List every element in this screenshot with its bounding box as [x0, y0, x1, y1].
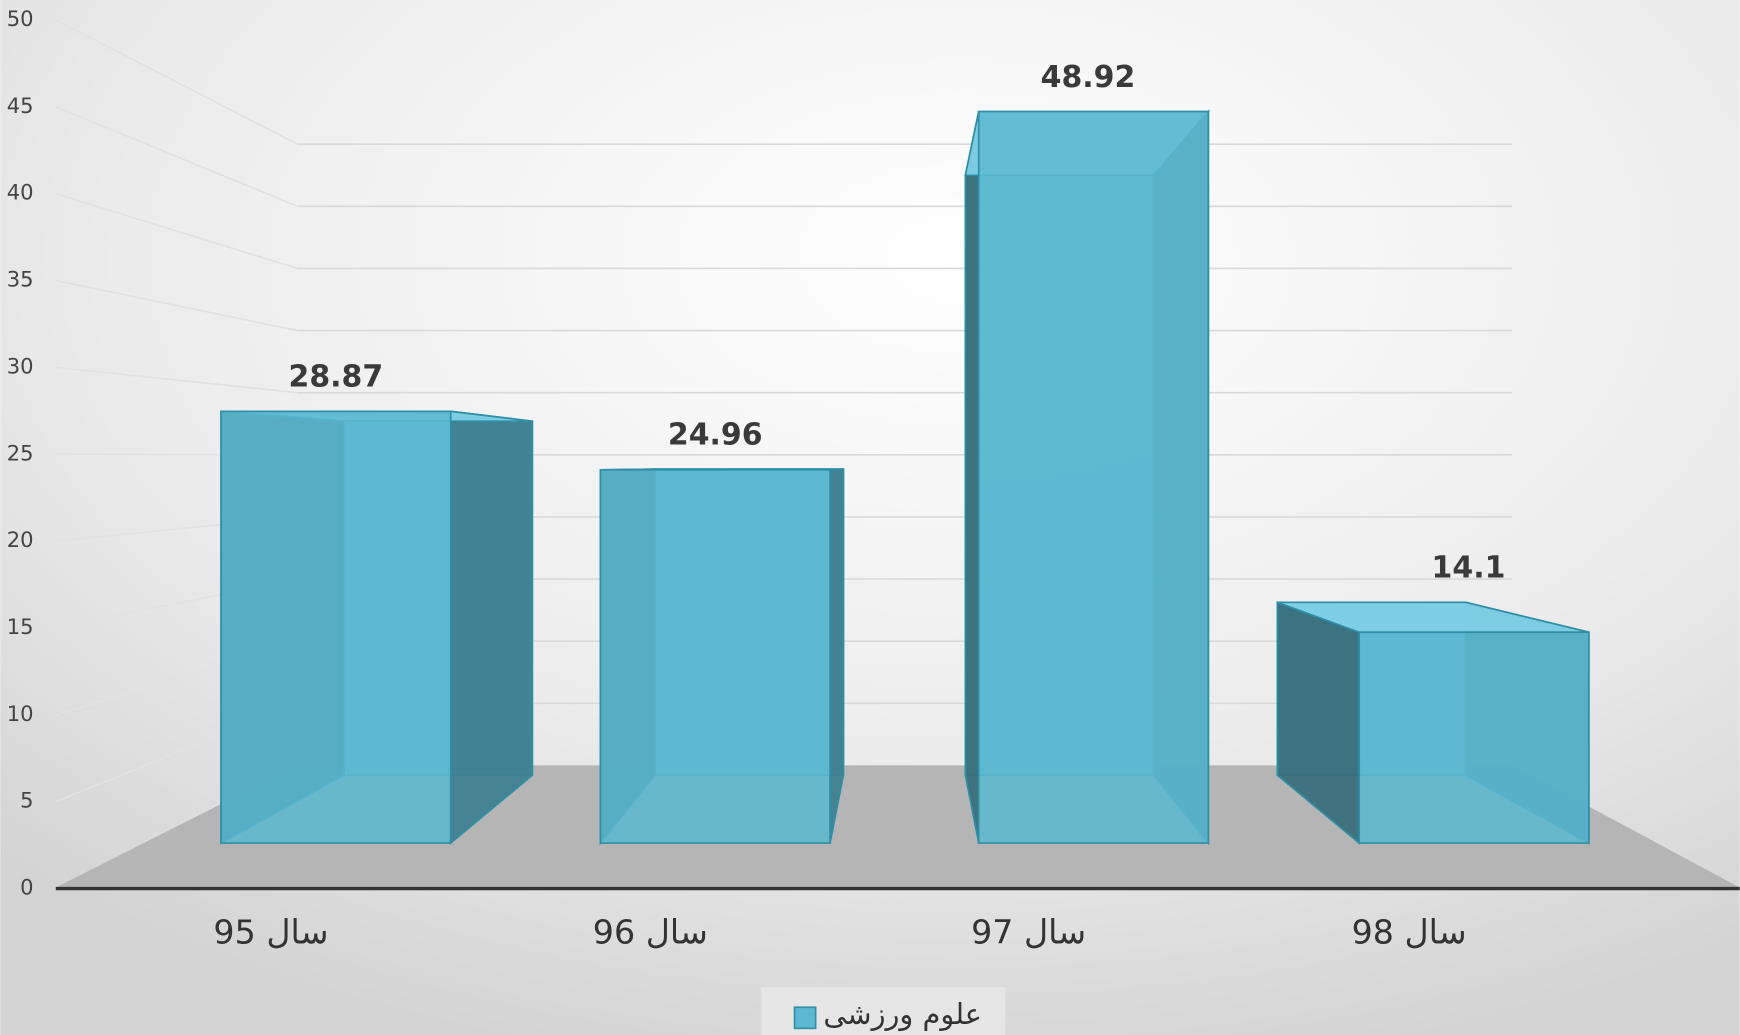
bar: [964, 109, 1211, 846]
legend-label: علوم ورزشی: [823, 997, 982, 1031]
value-label: 28.87: [289, 360, 384, 395]
grid-line: [55, 366, 298, 394]
bar-front: [599, 469, 831, 844]
grid-line: [55, 279, 298, 332]
value-label: 24.96: [668, 417, 763, 452]
y-tick-label: 50: [7, 6, 34, 31]
value-label: 14.1: [1432, 551, 1506, 586]
grid-line: [55, 19, 298, 145]
y-tick-label: 5: [20, 788, 33, 813]
y-tick-label: 25: [7, 440, 34, 465]
bar: [599, 468, 845, 846]
y-tick-label: 0: [20, 875, 33, 900]
legend-swatch: [793, 1006, 817, 1030]
y-tick-label: 35: [7, 267, 34, 292]
y-tick-label: 20: [7, 527, 34, 552]
bar: [1276, 601, 1590, 845]
value-label: 48.92: [1041, 60, 1136, 95]
x-tick-label: سال 96: [593, 913, 708, 952]
y-tick-label: 15: [7, 614, 34, 639]
grid-line: [55, 192, 298, 270]
x-tick-label: سال 98: [1352, 913, 1467, 952]
y-tick-label: 40: [7, 180, 34, 205]
bar-front: [220, 410, 452, 844]
grid-line: [55, 106, 298, 208]
bar-side: [829, 468, 845, 844]
bar-side: [449, 410, 534, 845]
y-tick-label: 10: [7, 701, 34, 726]
bar-side: [964, 111, 980, 844]
x-tick-label: سال 97: [971, 913, 1086, 952]
y-tick-label: 30: [7, 353, 34, 378]
bar: [220, 410, 534, 845]
bar-front: [1358, 631, 1590, 844]
y-tick-label: 45: [7, 93, 34, 118]
bar-front: [977, 110, 1210, 844]
x-tick-label: سال 95: [213, 913, 328, 952]
